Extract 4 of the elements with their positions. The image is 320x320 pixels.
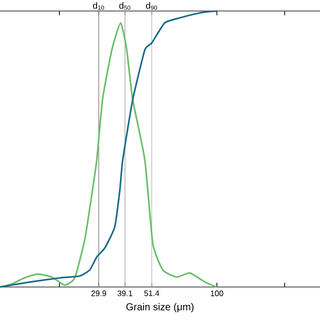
ref-line-label: d$_{50}$ bbox=[119, 2, 130, 10]
ref-line-label: d$_{10}$ bbox=[93, 2, 104, 10]
x-axis-title: Grain size (μm) bbox=[126, 303, 194, 312]
ref-line-label: d$_{90}$ bbox=[146, 2, 158, 10]
